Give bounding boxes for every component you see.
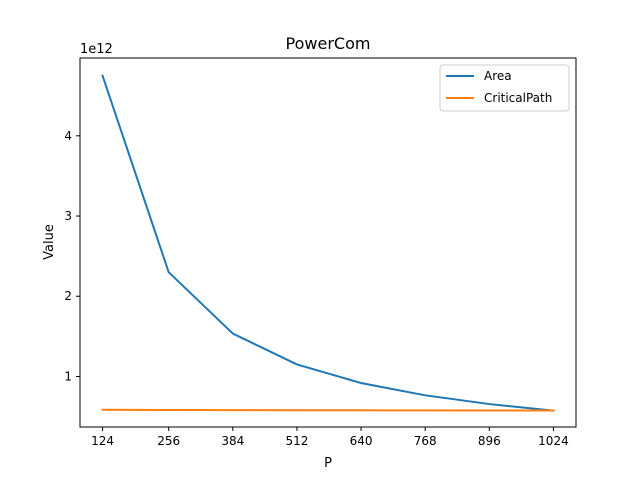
y-axis-offset-label: 1e12	[80, 42, 113, 57]
plot-area	[101, 74, 555, 412]
x-tick-label: 384	[221, 434, 244, 448]
series-line-criticalpath	[101, 408, 555, 412]
x-tick-label: 256	[157, 434, 180, 448]
x-tick-label: 768	[414, 434, 437, 448]
x-tick-label: 1024	[538, 434, 569, 448]
y-tick-label: 4	[64, 129, 72, 143]
x-tick-label: 124	[91, 434, 114, 448]
y-axis-label: Value	[42, 224, 57, 260]
y-tick-label: 3	[64, 209, 72, 223]
legend: Area CriticalPath	[439, 64, 570, 112]
y-tick-label: 1	[64, 369, 72, 383]
x-tick-label: 896	[478, 434, 501, 448]
axes-frame	[79, 57, 577, 428]
legend-label-area: Area	[484, 69, 512, 83]
x-axis-label: P	[324, 456, 332, 471]
axes: 124 256 384 512 640 768 896 1024 1 2 3 4	[64, 57, 577, 448]
chart-title: PowerCom	[286, 34, 371, 53]
legend-label-criticalpath: CriticalPath	[484, 91, 552, 105]
x-tick-label: 640	[350, 434, 373, 448]
x-tick-label: 512	[285, 434, 308, 448]
series-line-area	[101, 74, 555, 412]
y-tick-label: 2	[64, 289, 72, 303]
